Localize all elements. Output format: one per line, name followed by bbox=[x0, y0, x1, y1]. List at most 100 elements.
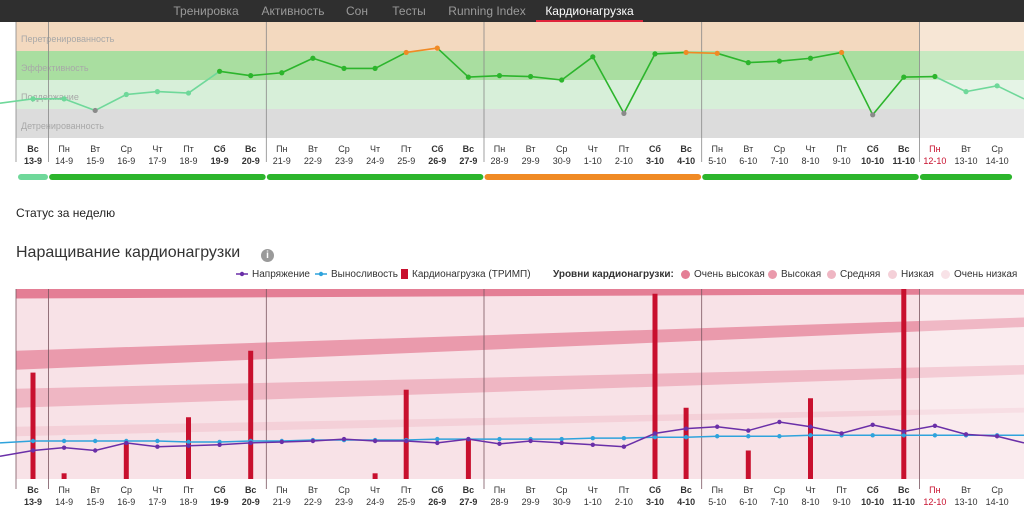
legend-level-low-label: Низкая bbox=[901, 269, 934, 280]
x-tick-day: Ср bbox=[991, 144, 1003, 154]
level-band-top-fill bbox=[16, 289, 1024, 295]
x-tick-day: Пн bbox=[276, 144, 287, 154]
x-tick-date: 24-9 bbox=[366, 156, 384, 166]
x-tick-day: Сб bbox=[867, 485, 879, 495]
strain-point bbox=[248, 440, 253, 446]
status-point bbox=[776, 58, 783, 64]
level-band bbox=[16, 450, 1024, 465]
x-tick-day: Вс bbox=[680, 144, 692, 154]
strain-point bbox=[870, 422, 875, 428]
legend-level-medium-label: Средняя bbox=[840, 269, 881, 280]
strain-point bbox=[683, 426, 689, 431]
x-tick-day: Чт bbox=[588, 485, 598, 495]
strain-point bbox=[93, 448, 98, 453]
status-line-segment bbox=[561, 56, 594, 81]
tab-activity[interactable]: Активность bbox=[261, 4, 325, 18]
status-point bbox=[310, 55, 316, 61]
status-point bbox=[590, 54, 596, 60]
status-band bbox=[16, 22, 1024, 51]
tab-cardio-load[interactable]: Кардионагрузка bbox=[536, 0, 643, 22]
x-tick-date: 5-10 bbox=[708, 156, 726, 166]
legend-level-very-high[interactable]: Очень высокая bbox=[681, 268, 765, 282]
x-tick-day: Ср bbox=[121, 485, 133, 495]
x-tick-date: 29-9 bbox=[522, 497, 540, 507]
x-tick-day: Пн bbox=[58, 485, 69, 495]
strain-line bbox=[0, 421, 1024, 457]
tolerance-point bbox=[746, 434, 751, 439]
x-tick-date: 10-10 bbox=[861, 156, 884, 166]
x-tick-date: 27-9 bbox=[459, 156, 477, 166]
x-tick-date: 14-9 bbox=[55, 156, 73, 166]
strain-point bbox=[435, 440, 440, 446]
x-tick-day: Чт bbox=[805, 485, 815, 495]
level-band bbox=[16, 317, 1024, 370]
legend-level-very-low[interactable]: Очень низкая bbox=[941, 268, 1017, 282]
x-tick-day: Вс bbox=[898, 144, 910, 154]
legend-level-high-swatch bbox=[768, 269, 777, 279]
load-bar bbox=[745, 450, 751, 479]
legend-level-low[interactable]: Низкая bbox=[888, 268, 934, 282]
tab-training[interactable]: Тренировка bbox=[173, 4, 239, 18]
cardio-load-chart: Вс 13-9 Пн 14-9 Вт 15-9 Ср 16-9 Чт 17-9 Пт 18-9 Сб 19… bbox=[0, 289, 1024, 507]
x-tick-day: Чт bbox=[152, 485, 162, 495]
x-tick-day: Пт bbox=[183, 144, 194, 154]
legend-level-medium-swatch bbox=[827, 269, 836, 279]
legend-level-very-high-swatch bbox=[681, 269, 690, 279]
status-line-segment bbox=[157, 90, 189, 94]
tolerance-point bbox=[155, 438, 160, 444]
status-band bbox=[16, 51, 1024, 80]
x-tick-date: 15-9 bbox=[86, 156, 104, 166]
info-icon[interactable]: i bbox=[261, 249, 274, 262]
load-bar bbox=[61, 473, 67, 479]
tolerance-point bbox=[715, 434, 720, 439]
x-tick-day: Пт bbox=[619, 144, 630, 154]
legend-level-medium[interactable]: Средняя bbox=[827, 268, 880, 282]
load-bar bbox=[683, 407, 689, 479]
legend-tolerance[interactable]: Выносливость bbox=[315, 268, 398, 282]
x-tick-date: 13-10 bbox=[954, 497, 977, 507]
status-point bbox=[372, 65, 378, 71]
status-point bbox=[528, 73, 534, 80]
status-point bbox=[465, 74, 471, 80]
legend-levels-title: Уровни кардионагрузки: bbox=[553, 268, 674, 282]
x-tick-day: Вс bbox=[27, 485, 39, 495]
tab-sleep[interactable]: Сон bbox=[346, 4, 368, 18]
x-tick-day: Чт bbox=[370, 144, 380, 154]
status-line-segment bbox=[468, 74, 500, 78]
x-tick-date: 18-9 bbox=[179, 497, 197, 507]
status-line-segment bbox=[686, 51, 718, 55]
x-tick-date: 8-10 bbox=[801, 156, 819, 166]
legend-load[interactable]: Кардионагрузка (ТРИМП) bbox=[401, 268, 531, 282]
x-tick-date: 7-10 bbox=[770, 497, 788, 507]
tolerance-point bbox=[932, 433, 938, 438]
load-bar bbox=[465, 439, 471, 479]
tolerance-point bbox=[30, 438, 36, 444]
status-point bbox=[61, 96, 67, 102]
status-band-label: Детренированность bbox=[21, 121, 104, 131]
status-point bbox=[621, 110, 627, 116]
legend-strain[interactable]: Напряжение bbox=[236, 268, 310, 282]
strain-point bbox=[777, 419, 782, 425]
x-tick-day: Вс bbox=[898, 485, 910, 495]
tab-tests[interactable]: Тесты bbox=[392, 4, 426, 18]
level-band bbox=[16, 365, 1024, 408]
x-tick-date: 4-10 bbox=[677, 497, 695, 507]
x-tick-date: 17-9 bbox=[148, 156, 166, 166]
tolerance-point bbox=[590, 435, 595, 441]
x-tick-day: Вс bbox=[27, 144, 39, 154]
status-band bbox=[16, 80, 1024, 109]
status-point bbox=[217, 68, 223, 74]
x-tick-date: 1-10 bbox=[584, 156, 602, 166]
top-navigation: Тренировка Активность Сон Тесты Running … bbox=[0, 0, 1024, 22]
strain-point bbox=[61, 445, 67, 450]
status-line-segment bbox=[654, 51, 687, 55]
legend-level-high[interactable]: Высокая bbox=[768, 268, 821, 282]
x-tick-day: Вс bbox=[245, 485, 257, 495]
x-tick-date: 14-9 bbox=[55, 497, 73, 507]
strain-point bbox=[372, 438, 378, 444]
strain-point bbox=[994, 434, 1000, 439]
x-tick-day: Чт bbox=[805, 144, 815, 154]
tolerance-point bbox=[559, 436, 564, 442]
tolerance-point bbox=[61, 438, 67, 444]
tab-running-index[interactable]: Running Index bbox=[448, 4, 526, 18]
